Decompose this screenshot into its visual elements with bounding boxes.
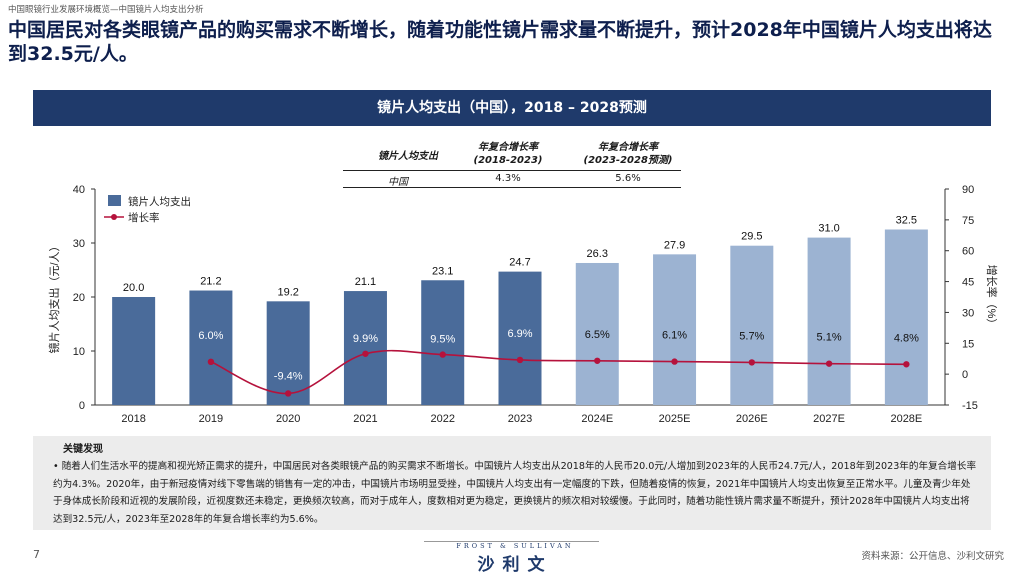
page-title: 中国居民对各类眼镜产品的购买需求不断增长，随着功能性镜片需求量不断提升，预计20…	[8, 19, 992, 65]
growth-rate-point	[284, 390, 292, 397]
x-tick-label: 2024E	[581, 413, 613, 425]
chart-title-banner: 镜片人均支出（中国），2018 – 2028预测	[33, 90, 991, 126]
x-tick-label: 2022	[430, 413, 454, 425]
bar-value-label: 32.5	[896, 215, 917, 227]
growth-rate-label: 5.1%	[817, 332, 842, 344]
bar	[575, 262, 619, 405]
growth-rate-label: 6.0%	[198, 330, 223, 342]
x-tick-label: 2019	[199, 413, 223, 425]
cagr-col0-header: 镜片人均支出	[378, 151, 438, 162]
bar-value-label: 29.5	[741, 231, 762, 243]
key-findings-panel: 关键发现 • 随着人们生活水平的提高和视光矫正需求的提升，中国居民对各类眼镜产品…	[33, 436, 991, 530]
growth-rate-label: 6.1%	[662, 330, 687, 342]
y-tick-label: 20	[73, 292, 85, 304]
legend-label-line: 增长率	[128, 211, 160, 224]
y2-tick-label: 75	[962, 215, 974, 227]
bar-value-label: 21.2	[200, 276, 221, 288]
growth-rate-label: 6.5%	[585, 329, 610, 341]
bar	[266, 301, 310, 405]
y2-tick-label: 90	[962, 184, 974, 196]
growth-rate-label: 9.5%	[430, 334, 455, 346]
x-tick-label: 2020	[276, 413, 300, 425]
y-tick-label: 40	[73, 184, 85, 196]
page-number: 7	[33, 548, 40, 561]
growth-rate-point	[516, 356, 524, 364]
cagr-row-value-1: 4.3%	[495, 173, 521, 184]
bar	[343, 291, 387, 405]
growth-rate-label: 6.9%	[507, 328, 532, 340]
y2-tick-label: 45	[962, 277, 974, 289]
x-tick-label: 2027E	[813, 413, 845, 425]
y2-tick-label: 30	[962, 307, 974, 319]
growth-rate-point	[439, 351, 446, 358]
bar-value-label: 27.9	[664, 239, 685, 251]
breadcrumb: 中国眼镜行业发展环境概览—中国镜片人均支出分析	[8, 5, 204, 15]
growth-rate-point	[594, 357, 601, 364]
bar	[189, 290, 233, 405]
bar	[884, 229, 928, 405]
growth-rate-point	[903, 361, 910, 368]
y-axis-title: 镜片人均支出（元/人）	[47, 240, 61, 353]
growth-rate-point	[825, 360, 833, 367]
growth-rate-label: 9.9%	[353, 333, 378, 345]
y2-tick-label: 15	[962, 338, 974, 350]
legend-swatch-bar	[108, 195, 121, 206]
y2-tick-label: -15	[962, 400, 978, 412]
y-tick-label: 30	[73, 238, 85, 250]
bar-value-label: 21.1	[355, 276, 376, 288]
x-tick-label: 2025E	[659, 413, 691, 425]
bar-value-label: 20.0	[123, 282, 144, 294]
y-tick-label: 10	[73, 346, 85, 358]
logo-text: FROST & SULLIVAN	[456, 542, 574, 550]
growth-rate-point	[362, 350, 369, 357]
x-tick-label: 2026E	[736, 413, 768, 425]
logo: 沙利文	[477, 555, 553, 575]
growth-rate-label: 5.7%	[739, 330, 764, 342]
bar-value-label: 23.1	[432, 265, 453, 277]
legend-swatch-marker	[111, 214, 117, 220]
growth-rate-label: -9.4%	[274, 370, 303, 382]
bar	[421, 280, 465, 405]
bar-value-label: 19.2	[277, 286, 298, 298]
y-tick-label: 0	[79, 400, 85, 412]
y2-axis-title: 增长率（%）	[985, 265, 999, 330]
key-findings-text: • 随着人们生活水平的提高和视光矫正需求的提升，中国居民对各类眼镜产品的购买需求…	[53, 461, 977, 525]
legend-label-bar: 镜片人均支出	[128, 195, 191, 208]
footer-divider	[424, 541, 599, 542]
bar-value-label: 26.3	[587, 248, 608, 260]
bar	[112, 297, 156, 405]
x-tick-label: 2028E	[890, 413, 922, 425]
growth-rate-point	[671, 358, 678, 365]
bar-value-label: 24.7	[509, 257, 530, 269]
bar	[730, 245, 774, 405]
bar	[653, 254, 697, 405]
bar-value-label: 31.0	[818, 223, 839, 235]
cagr-row-label: 中国	[388, 177, 408, 188]
cagr-col1-header: 年复合增长率 (2018-2023)	[473, 142, 543, 166]
x-tick-label: 2018	[121, 413, 145, 425]
growth-rate-line	[210, 349, 907, 395]
bar	[807, 237, 851, 405]
y2-tick-label: 60	[962, 246, 974, 258]
y2-tick-label: 0	[962, 369, 968, 381]
key-findings-title: 关键发现	[63, 444, 103, 455]
source-note: 资料来源：公开信息、沙利文研究	[861, 551, 1004, 562]
x-tick-label: 2021	[353, 413, 377, 425]
bar	[498, 271, 542, 405]
cagr-row-value-2: 5.6%	[615, 173, 641, 184]
growth-rate-point	[748, 359, 756, 366]
growth-rate-point	[207, 358, 215, 365]
cagr-col2-header: 年复合增长率 (2023-2028预测)	[583, 142, 673, 166]
growth-rate-label: 4.8%	[894, 332, 919, 344]
x-tick-label: 2023	[508, 413, 532, 425]
